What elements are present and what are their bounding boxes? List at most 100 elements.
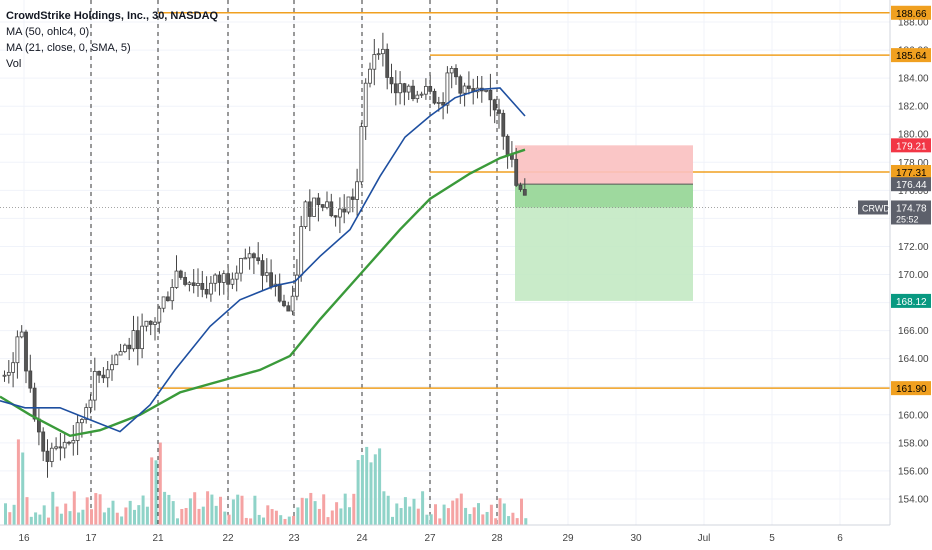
volume-bar: [300, 497, 304, 525]
price-axis-bg: [890, 0, 932, 550]
volume-bar: [81, 509, 85, 525]
volume-bar: [464, 507, 468, 525]
volume-bar: [382, 491, 386, 525]
candle: [204, 288, 209, 295]
level-price-label: 188.66: [896, 9, 927, 20]
candle: [269, 272, 274, 287]
volume-bar: [274, 510, 278, 525]
volume-bar: [206, 491, 210, 525]
level-price-label: 185.64: [896, 51, 927, 62]
volume-bar: [111, 500, 115, 525]
volume-bar: [102, 512, 106, 525]
symbol-title[interactable]: CrowdStrike Holdings, Inc., 30, NASDAQ: [6, 10, 219, 22]
candle: [183, 277, 188, 285]
volume-bar: [421, 491, 425, 525]
volume-bar: [520, 498, 523, 525]
volume-bar: [369, 462, 373, 525]
volume-bar: [481, 514, 485, 525]
x-tick-label: 27: [424, 533, 436, 544]
x-tick-label: 24: [356, 533, 368, 544]
candle: [230, 278, 235, 285]
y-tick-label: 156.00: [898, 466, 929, 477]
volume-bar: [416, 508, 420, 525]
candle: [282, 300, 286, 307]
candle: [165, 296, 170, 302]
volume-bar: [395, 503, 399, 525]
volume-bar: [434, 504, 437, 525]
candle: [449, 68, 454, 74]
candle: [372, 54, 377, 70]
volume-bar: [348, 507, 351, 525]
candle: [402, 83, 407, 93]
candle: [350, 196, 355, 200]
volume-bar: [12, 504, 16, 525]
volume-bar: [524, 518, 528, 525]
candle: [488, 89, 493, 101]
candle: [484, 89, 489, 92]
candle: [187, 282, 192, 285]
volume-bar: [94, 493, 98, 525]
candle: [170, 287, 175, 302]
indicator-ma50[interactable]: MA (50, ohlc4, 0): [6, 26, 90, 38]
candle: [462, 85, 467, 94]
candle: [15, 336, 20, 364]
volume-bar: [386, 495, 390, 525]
target-price-tag: [891, 293, 931, 308]
candle: [363, 82, 368, 127]
candle: [303, 201, 308, 227]
volume-bar: [309, 492, 313, 525]
candle: [178, 270, 183, 278]
candle: [385, 48, 390, 78]
filled-profit-zone: [515, 184, 693, 208]
level-price-label: 177.31: [896, 168, 927, 179]
candle: [191, 282, 196, 286]
candle: [92, 370, 97, 401]
candle: [497, 109, 501, 114]
candle: [518, 184, 523, 190]
indicator-ma21[interactable]: MA (21, close, 0, SMA, 5): [6, 42, 131, 54]
volume-bar: [292, 515, 296, 525]
volume-bar: [270, 509, 274, 525]
volume-bar: [283, 518, 287, 525]
x-tick-label: 30: [630, 533, 642, 544]
volume-bar: [399, 508, 403, 525]
indicator-volume[interactable]: Vol: [6, 58, 22, 70]
volume-bar: [180, 508, 184, 525]
symbol-label: CRWD: [862, 203, 890, 213]
volume-bar: [494, 518, 498, 525]
candle: [200, 283, 205, 290]
volume-bar: [279, 515, 283, 525]
candle: [294, 274, 299, 297]
volume-bar: [408, 506, 412, 525]
candle: [505, 135, 510, 155]
volume-bar: [442, 504, 446, 525]
candle: [260, 260, 265, 276]
candle: [226, 273, 231, 285]
candle: [71, 440, 76, 444]
level-price-tag: [891, 164, 931, 179]
y-tick-label: 176.00: [898, 186, 929, 197]
candle: [290, 295, 295, 312]
candle: [346, 196, 351, 213]
candle: [123, 344, 127, 353]
entry-price-tag: [891, 177, 931, 192]
x-tick-label: 23: [288, 533, 300, 544]
volume-bar: [326, 517, 330, 525]
volume-bar: [335, 502, 339, 525]
volume-bar: [154, 460, 158, 525]
candle: [19, 331, 24, 338]
volume-bar: [85, 497, 89, 525]
candle: [213, 274, 218, 284]
volume-bar: [373, 454, 377, 525]
candle: [522, 189, 527, 196]
volume-bar: [25, 497, 29, 525]
volume-bar: [511, 512, 515, 525]
volume-bar: [124, 507, 128, 525]
volume-bar: [223, 511, 227, 525]
candle: [501, 112, 506, 137]
stop-loss-zone: [515, 145, 693, 185]
level-price-tag: [891, 5, 931, 20]
symbol-tag: [858, 200, 888, 215]
y-tick-label: 170.00: [898, 270, 929, 281]
